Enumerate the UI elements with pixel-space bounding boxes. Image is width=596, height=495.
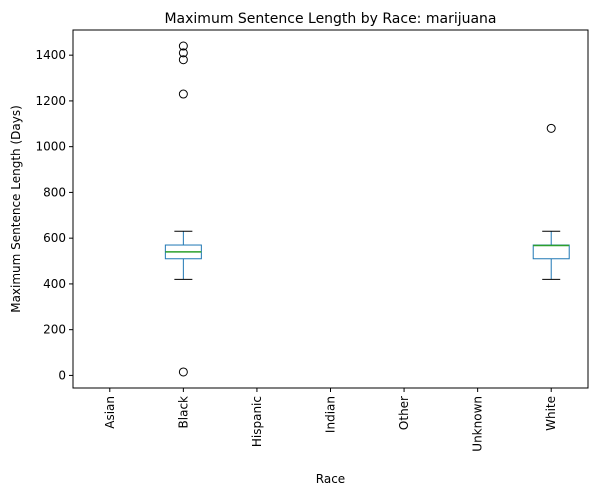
y-tick-label: 0 xyxy=(58,368,66,382)
flier-point xyxy=(178,48,188,58)
y-tick-label: 1200 xyxy=(35,94,66,108)
y-tick-label: 600 xyxy=(43,231,66,245)
flier-point xyxy=(178,55,188,65)
x-tick-label: White xyxy=(544,396,558,431)
y-tick-label: 400 xyxy=(43,277,66,291)
x-tick-label: Hispanic xyxy=(250,396,264,447)
y-axis-label: Maximum Sentence Length (Days) xyxy=(9,105,23,313)
box-iqr xyxy=(532,244,570,260)
x-tick-label: Other xyxy=(397,396,411,430)
box-black xyxy=(164,41,202,377)
flier-point xyxy=(546,123,556,133)
flier-point xyxy=(178,89,188,99)
flier-point xyxy=(178,367,188,377)
y-tick-label: 1000 xyxy=(35,140,66,154)
x-tick-label: Black xyxy=(176,396,190,429)
plot-frame xyxy=(72,29,589,389)
x-axis-label: Race xyxy=(316,472,345,486)
box-white xyxy=(532,123,570,280)
y-tick-label: 800 xyxy=(43,185,66,199)
flier-point xyxy=(178,41,188,51)
y-tick-label: 200 xyxy=(43,323,66,337)
x-tick-label: Asian xyxy=(103,396,117,429)
x-tick-label: Unknown xyxy=(471,396,485,452)
plot-area xyxy=(164,41,570,377)
y-tick-label: 1400 xyxy=(35,48,66,62)
chart-title: Maximum Sentence Length by Race: marijua… xyxy=(164,11,496,27)
x-tick-label: Indian xyxy=(324,396,338,433)
